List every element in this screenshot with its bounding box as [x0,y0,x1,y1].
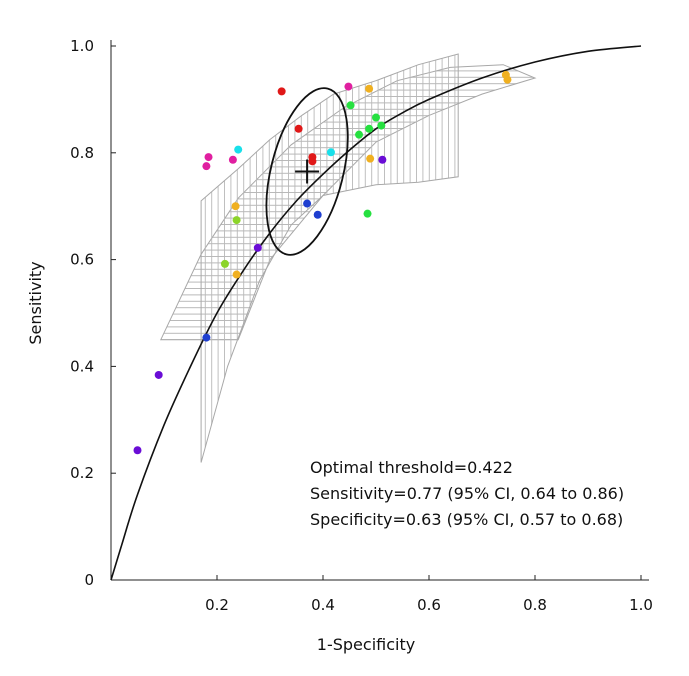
x-axis-ticks: 0.2 0.4 0.6 0.8 1.0 [205,575,653,614]
study-points [133,70,512,455]
study-point [232,216,241,225]
study-point [503,75,512,84]
study-point [365,84,374,93]
summary-point-cross [295,159,320,184]
confidence-ellipse [265,87,349,256]
study-point [303,199,312,208]
study-point [228,155,237,164]
study-point [204,153,213,162]
x-tick-label: 0.2 [205,596,229,614]
x-axis-title: 1-Specificity [317,635,415,654]
study-point [366,154,375,163]
specificity-text: Specificity=0.63 (95% CI, 0.57 to 0.68) [310,510,623,529]
study-point [365,124,374,133]
study-point [363,209,372,218]
study-point [377,121,386,130]
study-point [346,101,355,110]
study-point [232,270,241,279]
y-tick-label: 0.6 [70,251,94,269]
study-point [344,82,353,91]
study-point [234,145,243,154]
optimal-threshold-text: Optimal threshold=0.422 [310,458,513,477]
study-point [154,370,163,379]
study-point [202,162,211,171]
study-point [294,124,303,133]
study-point [372,113,380,122]
sroc-curve [110,45,642,581]
x-tick-label: 0.6 [417,596,441,614]
axes [110,40,649,581]
y-axis-ticks: 0 0.2 0.4 0.6 0.8 1.0 [70,37,116,589]
x-tick-label: 0.8 [523,596,547,614]
study-point [313,210,322,219]
study-point [231,202,240,211]
study-point [308,153,317,162]
y-tick-label: 0 [84,571,94,589]
sensitivity-text: Sensitivity=0.77 (95% CI, 0.64 to 0.86) [310,484,624,503]
study-point [378,155,387,164]
confidence-band-vertical [200,53,459,463]
y-tick-label: 0.4 [70,357,94,375]
study-point [277,87,286,96]
x-tick-label: 0.4 [311,596,335,614]
x-tick-label: 1.0 [629,596,653,614]
study-point [202,333,211,342]
study-point [355,130,364,139]
y-tick-label: 0.2 [70,464,94,482]
y-tick-label: 1.0 [70,37,94,55]
y-tick-label: 0.8 [70,144,94,162]
study-point [220,259,229,268]
study-point [253,243,262,252]
y-axis-title: Sensitivity [26,261,45,344]
study-point [326,148,335,157]
study-point [133,446,142,455]
